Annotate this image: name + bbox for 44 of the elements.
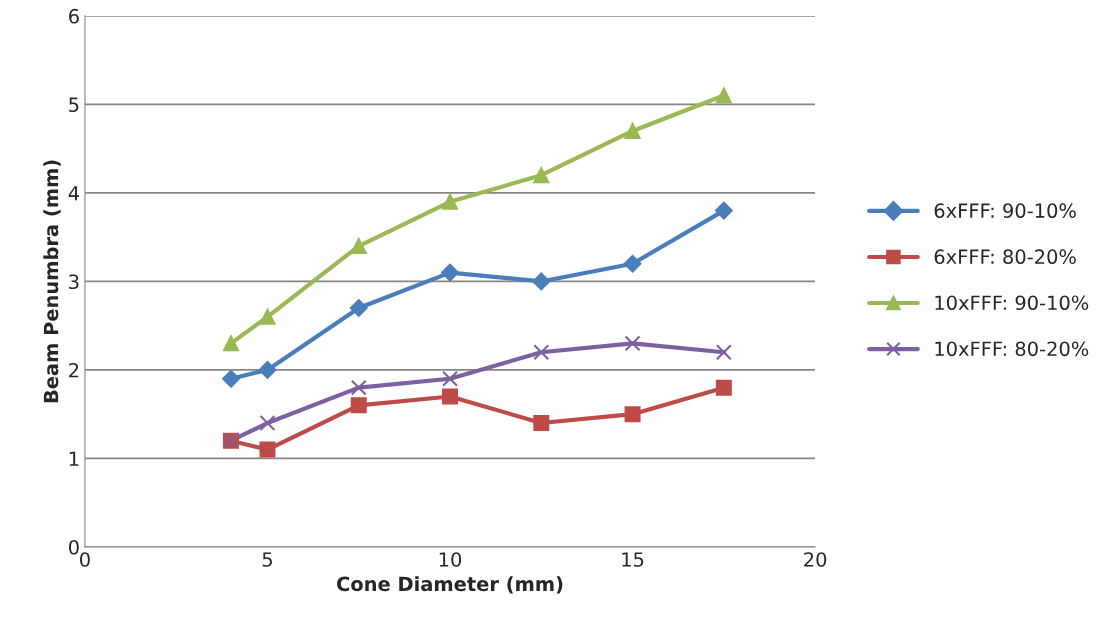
point [349, 299, 368, 317]
point [533, 167, 550, 184]
point [350, 397, 367, 414]
point [624, 122, 641, 139]
point [442, 193, 459, 210]
point [259, 441, 276, 458]
y-tick-label: 3 [69, 274, 79, 290]
point [715, 344, 732, 361]
point [715, 379, 732, 396]
x-tick-label: 20 [804, 552, 827, 567]
point [441, 263, 459, 282]
x-axis-title: Cone Diameter (mm) [337, 576, 563, 594]
legend-label: 6xFFF: 80-20% [934, 249, 1076, 265]
legend-label: 10xFFF: 90-10% [935, 295, 1089, 311]
y-tick-label: 1 [69, 451, 79, 466]
point [259, 415, 276, 432]
point [258, 361, 277, 379]
point [442, 388, 459, 405]
legend-label: 10xFFF: 80-20% [935, 341, 1089, 357]
point [714, 201, 733, 220]
x-tick-label: 15 [622, 552, 644, 567]
point [533, 415, 550, 432]
point [222, 335, 239, 352]
point [623, 254, 642, 273]
legend-label: 6xFFF: 90-10% [934, 203, 1076, 219]
y-tick-label: 6 [69, 8, 79, 24]
point [533, 344, 550, 361]
point [259, 308, 276, 325]
y-tick-label: 5 [69, 97, 79, 113]
y-axis-title: Beam Penumbra (mm) [43, 160, 61, 403]
point [532, 272, 551, 291]
point [222, 369, 240, 388]
y-tick-label: 2 [69, 362, 79, 378]
x-tick-label: 0 [80, 552, 90, 567]
x-tick-label: 5 [262, 552, 272, 567]
point [715, 87, 732, 104]
y-tick-label: 0 [68, 539, 79, 555]
point [624, 406, 641, 423]
point [350, 379, 367, 396]
y-tick-label: 4 [68, 186, 79, 201]
x-tick-label: 10 [439, 552, 462, 567]
point [624, 335, 641, 352]
point [442, 370, 459, 387]
point [350, 238, 367, 255]
